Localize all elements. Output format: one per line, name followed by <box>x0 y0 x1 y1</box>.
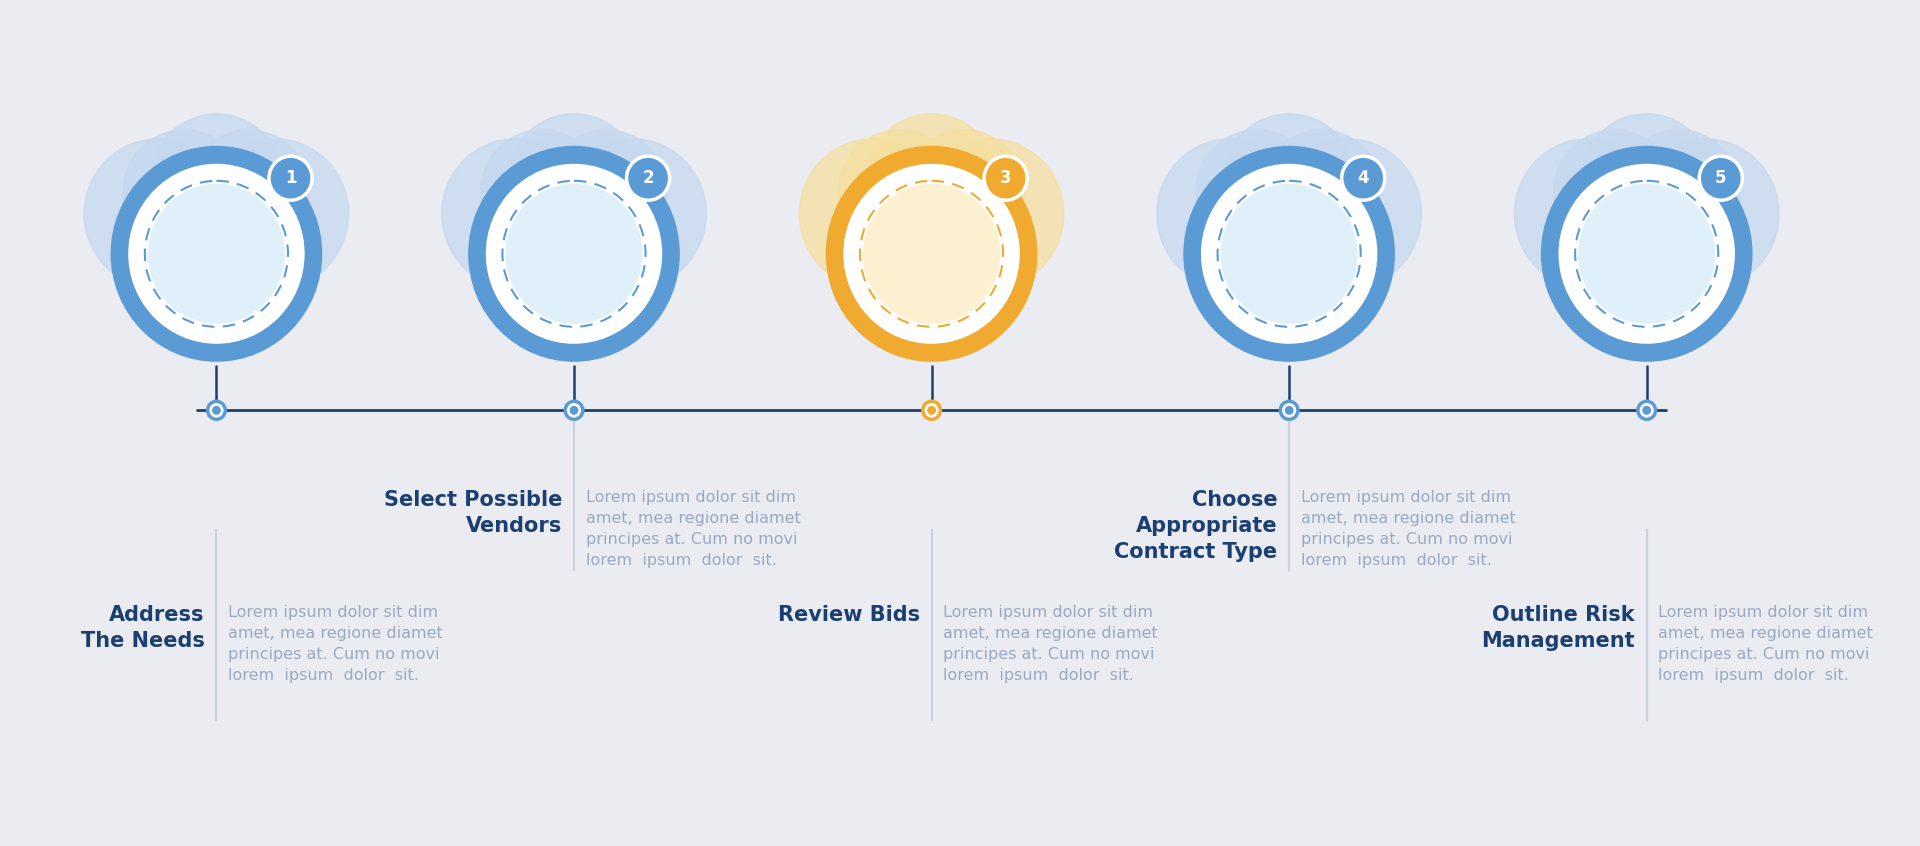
Circle shape <box>442 139 589 288</box>
Circle shape <box>927 406 935 415</box>
Circle shape <box>1284 406 1294 415</box>
Text: Address
The Needs: Address The Needs <box>81 605 205 651</box>
Circle shape <box>1158 139 1304 288</box>
Circle shape <box>1632 139 1780 288</box>
Circle shape <box>468 146 680 362</box>
Text: Select Possible
Vendors: Select Possible Vendors <box>384 491 563 536</box>
Circle shape <box>826 146 1037 362</box>
Text: Outline Risk
Management: Outline Risk Management <box>1482 605 1636 651</box>
Circle shape <box>862 184 1000 324</box>
Text: 5: 5 <box>1715 169 1726 187</box>
Circle shape <box>1196 129 1317 254</box>
Circle shape <box>924 401 941 420</box>
Text: Lorem ipsum dolor sit dim
amet, mea regione diamet
principes at. Cum no movi
lor: Lorem ipsum dolor sit dim amet, mea regi… <box>1302 491 1515 569</box>
Circle shape <box>1342 157 1384 201</box>
Circle shape <box>1275 139 1421 288</box>
Text: 2: 2 <box>643 169 655 187</box>
Circle shape <box>1559 164 1736 343</box>
Circle shape <box>1261 129 1382 254</box>
Circle shape <box>559 139 707 288</box>
Circle shape <box>1638 401 1655 420</box>
Circle shape <box>188 129 309 254</box>
Circle shape <box>902 129 1025 254</box>
Circle shape <box>626 157 670 201</box>
Circle shape <box>1580 114 1713 250</box>
Circle shape <box>864 114 998 250</box>
Circle shape <box>1221 184 1357 324</box>
Circle shape <box>1619 129 1740 254</box>
Circle shape <box>545 129 666 254</box>
Circle shape <box>1281 401 1298 420</box>
Text: Lorem ipsum dolor sit dim
amet, mea regione diamet
principes at. Cum no movi
lor: Lorem ipsum dolor sit dim amet, mea regi… <box>228 605 444 684</box>
Circle shape <box>148 184 284 324</box>
Circle shape <box>207 401 225 420</box>
Circle shape <box>150 114 282 250</box>
Circle shape <box>1699 157 1741 201</box>
Circle shape <box>507 114 641 250</box>
Circle shape <box>843 164 1020 343</box>
Circle shape <box>1542 146 1753 362</box>
Circle shape <box>1200 164 1377 343</box>
Text: Lorem ipsum dolor sit dim
amet, mea regione diamet
principes at. Cum no movi
lor: Lorem ipsum dolor sit dim amet, mea regi… <box>1659 605 1874 684</box>
Circle shape <box>269 157 313 201</box>
Circle shape <box>486 164 662 343</box>
Circle shape <box>84 139 230 288</box>
Circle shape <box>918 139 1064 288</box>
Circle shape <box>111 146 323 362</box>
Circle shape <box>202 139 349 288</box>
Circle shape <box>1578 184 1715 324</box>
Circle shape <box>1642 406 1651 415</box>
Text: Review Bids: Review Bids <box>778 605 920 625</box>
Circle shape <box>1223 114 1356 250</box>
Circle shape <box>799 139 947 288</box>
Circle shape <box>480 129 603 254</box>
Circle shape <box>839 129 960 254</box>
Text: Lorem ipsum dolor sit dim
amet, mea regione diamet
principes at. Cum no movi
lor: Lorem ipsum dolor sit dim amet, mea regi… <box>586 491 801 569</box>
Circle shape <box>211 406 221 415</box>
Text: Choose
Appropriate
Contract Type: Choose Appropriate Contract Type <box>1114 491 1277 562</box>
Circle shape <box>1515 139 1661 288</box>
Circle shape <box>564 401 584 420</box>
Circle shape <box>123 129 246 254</box>
Text: 4: 4 <box>1357 169 1369 187</box>
Circle shape <box>1553 129 1674 254</box>
Circle shape <box>129 164 305 343</box>
Circle shape <box>1183 146 1396 362</box>
Circle shape <box>985 157 1027 201</box>
Circle shape <box>505 184 643 324</box>
Text: 3: 3 <box>1000 169 1012 187</box>
Circle shape <box>570 406 578 415</box>
Text: 1: 1 <box>284 169 296 187</box>
Text: Lorem ipsum dolor sit dim
amet, mea regione diamet
principes at. Cum no movi
lor: Lorem ipsum dolor sit dim amet, mea regi… <box>943 605 1158 684</box>
